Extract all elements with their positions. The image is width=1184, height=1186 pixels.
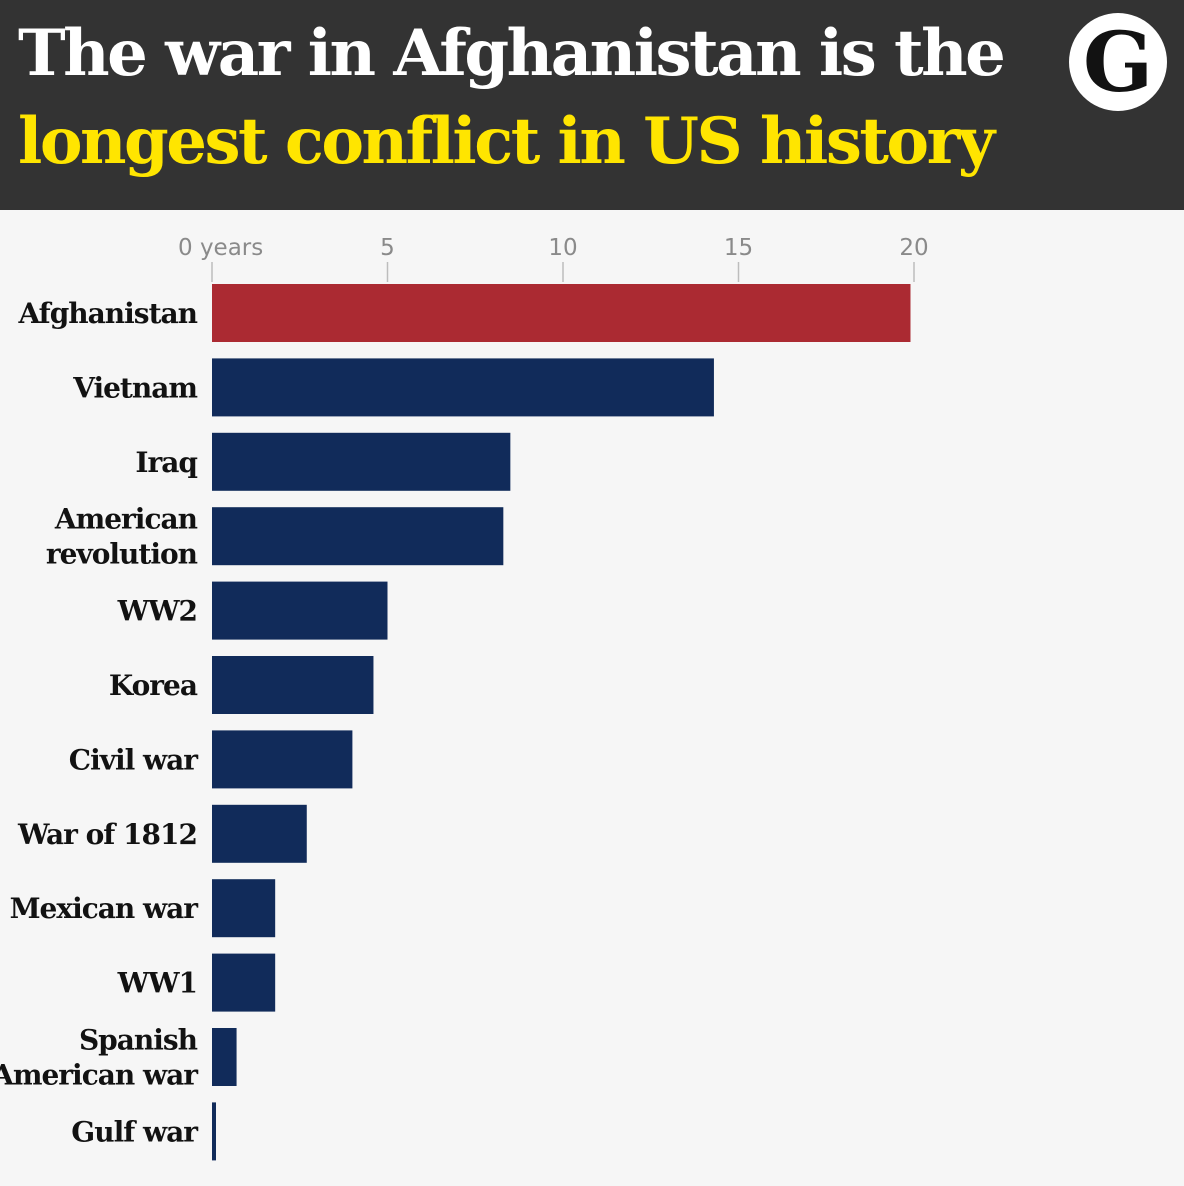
bar-spanish-american-war (212, 1028, 237, 1086)
category-label: Vietnam (72, 371, 197, 404)
category-label: Spanish (79, 1024, 198, 1057)
category-label: Gulf war (71, 1115, 199, 1148)
bar-american-revolution (212, 507, 504, 566)
category-label: Iraq (135, 446, 197, 479)
bar-gulf-war (212, 1102, 216, 1161)
bar-ww1 (212, 953, 276, 1012)
category-label: Mexican war (10, 892, 200, 925)
category-label: WW2 (117, 595, 197, 628)
bar-war-of-1812 (212, 804, 307, 863)
x-axis: 0 years 5 10 15 20 (178, 235, 929, 282)
title-line-2: longest conflict in US history (18, 104, 995, 179)
bar-ww2 (212, 581, 388, 640)
bar-mexican-war (212, 879, 276, 938)
category-label: WW1 (117, 967, 197, 1000)
guardian-logo: G (1069, 13, 1167, 111)
category-label: War of 1812 (17, 818, 197, 851)
x-tick-label: 5 (380, 235, 395, 261)
bar-iraq (212, 432, 511, 491)
category-label: American war (0, 1059, 199, 1092)
title-line-1: The war in Afghanistan is the (18, 16, 1006, 91)
category-label: revolution (46, 538, 198, 571)
header-banner: The war in Afghanistan is the longest co… (0, 0, 1184, 210)
x-tick-label: 10 (548, 235, 577, 261)
bar-chart: 0 years 5 10 15 20 Afghanistan Vietnam Iraq Ame… (0, 235, 929, 1161)
logo-letter: G (1083, 15, 1153, 111)
bar-afghanistan (212, 284, 911, 342)
x-tick-label: 0 years (178, 235, 263, 261)
bar-civil-war (212, 730, 353, 789)
bar-vietnam (212, 358, 714, 417)
category-label: Afghanistan (17, 297, 197, 330)
category-label: Civil war (69, 743, 199, 776)
category-labels: Afghanistan Vietnam Iraq Americanrevolution… (0, 297, 200, 1148)
x-tick-label: 15 (724, 235, 753, 261)
x-tick-label: 20 (899, 235, 928, 261)
bar-series (212, 284, 911, 1161)
bar-korea (212, 656, 374, 714)
category-label: American (54, 503, 198, 536)
category-label: Korea (109, 669, 198, 702)
